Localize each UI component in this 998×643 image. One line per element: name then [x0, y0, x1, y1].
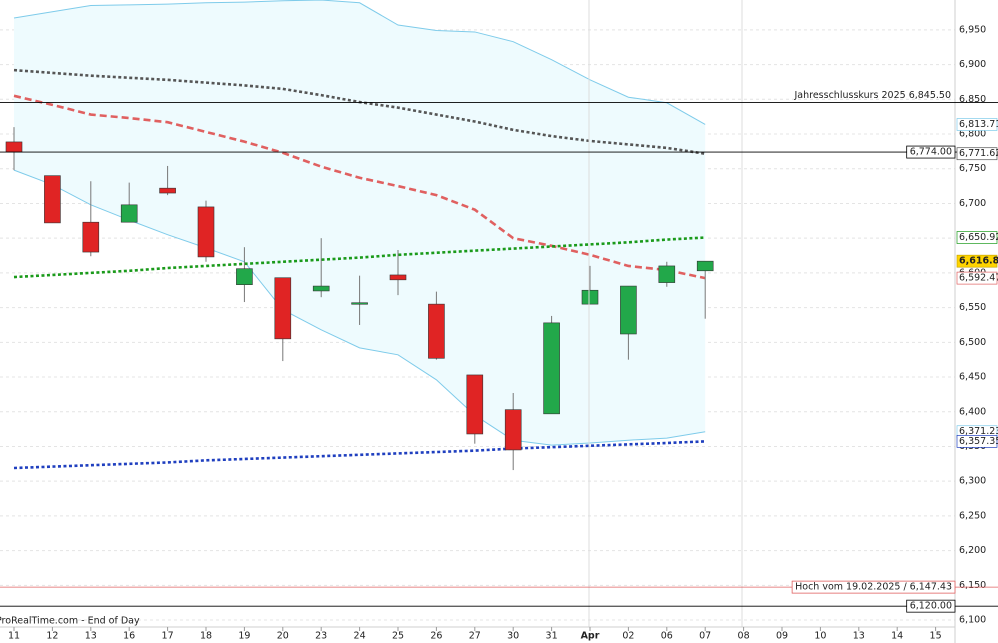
y-tick-label: 6,800: [959, 129, 986, 140]
candle-body: [351, 302, 368, 305]
plot-area: [0, 0, 955, 621]
price-tag: 6,650.92: [959, 232, 998, 243]
x-tick-label: 12: [46, 631, 58, 642]
y-tick-label: 6,500: [959, 337, 986, 348]
price-tag: 6,357.35: [959, 436, 998, 447]
y-tick-label: 6,750: [959, 163, 986, 174]
x-tick-label: Apr: [581, 631, 600, 642]
price-tag: 6,616.85: [959, 256, 998, 267]
y-tick-label: 6,550: [959, 302, 986, 313]
candle-body: [504, 409, 522, 451]
x-tick-label: 15: [930, 631, 942, 642]
candle-body: [274, 277, 292, 340]
x-tick-label: 16: [123, 631, 135, 642]
x-tick-label: 23: [315, 631, 327, 642]
x-tick-label: 02: [622, 631, 634, 642]
y-tick-label: 6,150: [959, 580, 986, 591]
price-tag: 6,813.71: [959, 119, 998, 130]
x-tick-label: 31: [546, 631, 558, 642]
price-tag: 6,371.23: [959, 426, 998, 437]
x-tick-label: 17: [162, 631, 174, 642]
x-tick-label: 07: [699, 631, 711, 642]
reference-label-box: [906, 145, 956, 159]
y-tick-label: 6,450: [959, 372, 986, 383]
candle-body: [658, 265, 676, 283]
x-tick-label: 25: [392, 631, 404, 642]
y-tick-label: 6,950: [959, 24, 986, 35]
price-tag-box: [956, 271, 998, 285]
y-tick-label: 6,400: [959, 406, 986, 417]
reference-label-box: [906, 599, 956, 613]
reference-label-text: Hoch vom 19.02.2025 / 6,147.43: [795, 582, 952, 593]
y-tick-label: 6,700: [959, 198, 986, 209]
x-tick-label: 27: [469, 631, 481, 642]
candle-body: [466, 374, 484, 435]
y-tick-label: 6,200: [959, 545, 986, 556]
candle-body: [82, 221, 100, 253]
y-tick-label: 6,900: [959, 59, 986, 70]
candle-body: [236, 268, 253, 285]
candle-body: [389, 274, 407, 281]
y-tick-label: 6,850: [959, 94, 986, 105]
candle-body: [428, 303, 445, 359]
x-tick-label: 13: [853, 631, 865, 642]
candle-body: [312, 285, 330, 292]
x-tick-label: 09: [776, 631, 788, 642]
y-tick-label: 6,250: [959, 510, 986, 521]
indicator-line: [13, 0, 706, 125]
y-tick-label: 6,100: [959, 615, 986, 626]
reference-label: 6,774.00: [906, 145, 956, 159]
band-area: [14, 0, 706, 446]
x-tick-label: 10: [814, 631, 826, 642]
reference-label-text: 6,774.00: [910, 147, 952, 158]
x-tick-label: 06: [661, 631, 673, 642]
reference-label-box: [791, 580, 956, 594]
price-tag: 6,771.62: [959, 148, 998, 159]
x-tick-label: 08: [738, 631, 750, 642]
reference-label: Hoch vom 19.02.2025 / 6,147.43: [791, 580, 956, 594]
price-tag-box: [956, 118, 998, 131]
reference-label: 6,120.00: [906, 599, 956, 613]
candle-body: [197, 206, 215, 258]
candle-body: [44, 175, 61, 224]
candle-body: [543, 322, 560, 415]
x-tick-label: 11: [8, 631, 20, 642]
x-tick-label: 30: [507, 631, 519, 642]
x-tick-label: 13: [85, 631, 97, 642]
source-note: ProRealTime.com - End of Day: [0, 616, 140, 627]
x-tick-label: 18: [200, 631, 212, 642]
candle-body: [620, 285, 637, 335]
x-tick-label: 19: [238, 631, 250, 642]
x-tick-label: 20: [277, 631, 289, 642]
y-tick-label: 6,300: [959, 476, 986, 487]
price-tag-box: [956, 254, 998, 268]
price-tag-box: [956, 435, 998, 448]
reference-label-text: 6,120.00: [910, 601, 952, 612]
candle-body: [5, 141, 23, 153]
x-tick-label: 24: [354, 631, 366, 642]
reference-label-text: Jahresschlusskurs 2025 6,845.50: [794, 90, 952, 101]
x-tick-label: 26: [430, 631, 442, 642]
price-tag-box: [956, 231, 998, 244]
candle-body: [581, 289, 599, 305]
indicator-line: [13, 94, 706, 280]
candle-body: [120, 204, 138, 223]
candle-body: [159, 187, 176, 194]
x-tick-label: 14: [891, 631, 903, 642]
price-tag-box: [956, 147, 998, 161]
candle-body: [696, 260, 714, 272]
price-tag: 6,592.47: [959, 273, 998, 284]
